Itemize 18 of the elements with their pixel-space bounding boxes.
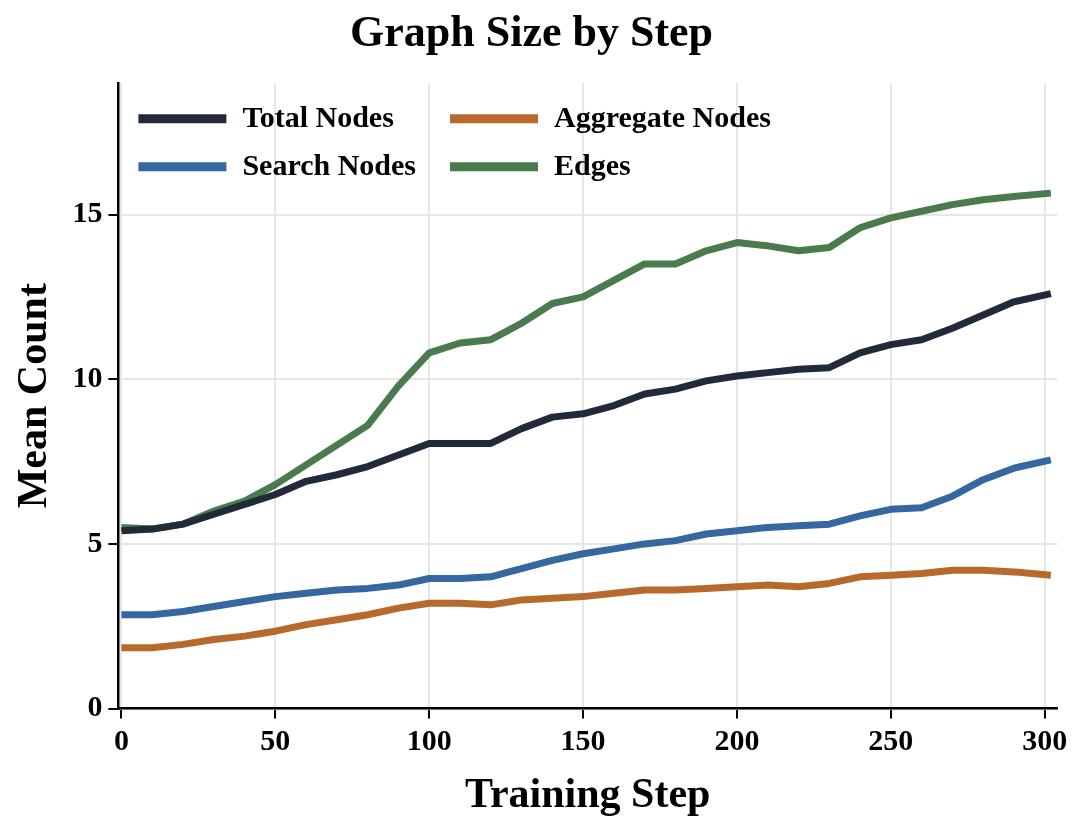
x-tick-label: 150	[560, 723, 606, 757]
y-tick-label: 0	[87, 689, 103, 723]
y-tick-label: 5	[87, 524, 103, 558]
legend-label: Total Nodes	[242, 99, 394, 133]
x-tick-label: 0	[113, 723, 129, 757]
x-tick-label: 250	[868, 723, 914, 757]
x-tick-label: 50	[260, 723, 291, 757]
chart-title: Graph Size by Step	[349, 6, 714, 56]
x-tick-label: 200	[714, 723, 760, 757]
y-tick-label: 10	[72, 359, 103, 393]
x-tick-label: 100	[406, 723, 452, 757]
x-axis-title: Training Step	[464, 769, 711, 816]
y-axis-title: Mean Count	[9, 283, 56, 509]
legend-label: Aggregate Nodes	[554, 99, 771, 133]
legend-label: Search Nodes	[242, 147, 417, 181]
x-tick-label: 300	[1022, 723, 1068, 757]
y-tick-label: 15	[72, 195, 103, 229]
legend-label: Edges	[554, 147, 631, 181]
